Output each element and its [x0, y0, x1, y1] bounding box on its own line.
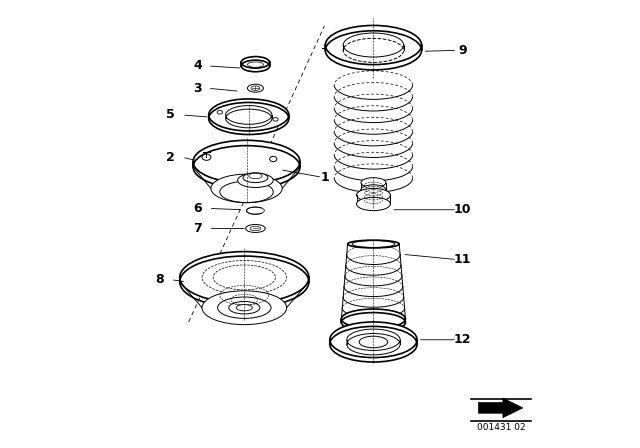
- Ellipse shape: [348, 240, 399, 248]
- Text: 11: 11: [454, 253, 471, 266]
- Ellipse shape: [217, 111, 223, 114]
- Text: 8: 8: [156, 273, 164, 286]
- Text: 6: 6: [193, 202, 202, 215]
- Ellipse shape: [269, 156, 277, 162]
- Ellipse shape: [246, 224, 265, 233]
- Ellipse shape: [330, 322, 417, 358]
- Ellipse shape: [211, 174, 282, 202]
- Ellipse shape: [361, 185, 386, 194]
- Ellipse shape: [356, 197, 390, 211]
- Text: 5: 5: [166, 108, 175, 121]
- Ellipse shape: [341, 309, 406, 329]
- Ellipse shape: [180, 252, 309, 303]
- Text: 9: 9: [458, 44, 467, 57]
- Ellipse shape: [273, 117, 278, 121]
- Ellipse shape: [241, 56, 269, 68]
- Text: 10: 10: [454, 203, 471, 216]
- Ellipse shape: [248, 84, 264, 92]
- Ellipse shape: [237, 173, 273, 188]
- Ellipse shape: [356, 188, 390, 202]
- Ellipse shape: [193, 140, 300, 183]
- Ellipse shape: [209, 99, 289, 131]
- Ellipse shape: [243, 173, 268, 183]
- Ellipse shape: [325, 26, 422, 65]
- Text: 12: 12: [454, 333, 471, 346]
- Polygon shape: [478, 398, 523, 418]
- Text: 001431 02: 001431 02: [477, 422, 525, 431]
- Text: 7: 7: [193, 222, 202, 235]
- Ellipse shape: [361, 178, 386, 188]
- Text: 3: 3: [193, 82, 202, 95]
- Ellipse shape: [202, 291, 287, 325]
- Ellipse shape: [202, 154, 211, 160]
- Ellipse shape: [236, 305, 252, 311]
- Text: 1: 1: [320, 171, 329, 184]
- Text: 2: 2: [166, 151, 175, 164]
- Text: 4: 4: [193, 60, 202, 73]
